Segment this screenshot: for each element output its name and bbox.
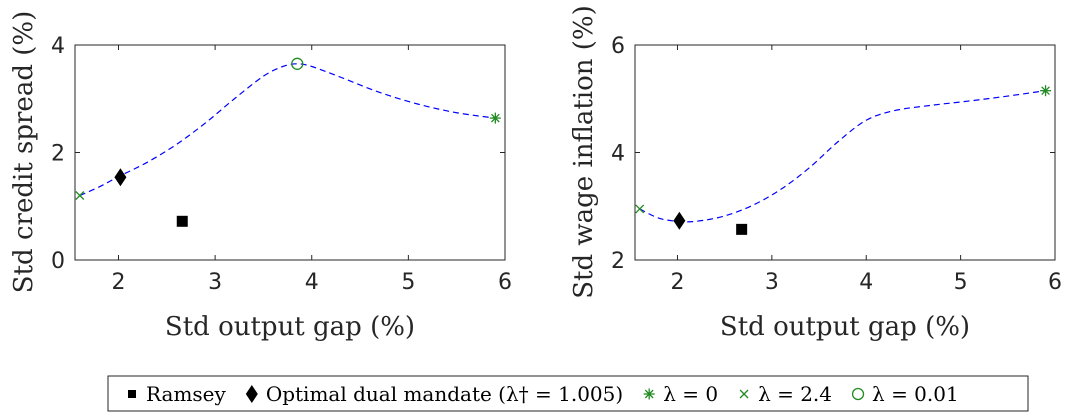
x-tick-label: 5	[954, 270, 968, 295]
legend-box	[107, 375, 1029, 412]
legend-label: Optimal dual mandate (λ† = 1.005)	[266, 382, 623, 406]
x-tick-label: 4	[305, 270, 319, 295]
x-legend-marker	[739, 389, 749, 399]
legend-item: Ramsey	[128, 382, 227, 406]
frontier-line	[79, 63, 496, 197]
legend-label: λ = 0	[663, 382, 718, 406]
y-axis-ticks: 0 2 4	[51, 34, 505, 274]
x-tick-label: 4	[859, 270, 873, 295]
plot-area-frame	[74, 44, 506, 261]
x-tick-label: 5	[401, 270, 415, 295]
plot-area-frame	[634, 44, 1056, 261]
asterisk-marker	[489, 112, 501, 124]
x-tick-label: 3	[765, 270, 779, 295]
y-tick-label: 2	[51, 142, 65, 167]
diamond-legend-marker	[245, 385, 258, 403]
y-axis-label: Std credit spread (%)	[9, 11, 39, 293]
credit-spread-panel: 2 3 4 5 6 0 2 4 Std output gap (%) Std credit …	[9, 11, 512, 342]
x-axis-label: Std output gap (%)	[165, 312, 415, 342]
circle-legend-marker	[851, 387, 865, 401]
y-tick-label: 4	[51, 34, 65, 59]
y-axis-ticks: 2 4 6	[611, 34, 1055, 274]
x-marker	[635, 204, 645, 214]
asterisk-legend-marker	[643, 388, 655, 400]
frontier-line-path	[79, 63, 496, 197]
y-tick-label: 4	[611, 142, 625, 167]
y-tick-label: 6	[611, 34, 625, 59]
legend-item: Optimal dual mandate (λ† = 1.005)	[245, 382, 623, 406]
data-markers	[75, 57, 501, 227]
x-marker	[75, 191, 85, 200]
diamond-marker	[673, 211, 686, 230]
x-axis-ticks: 2 3 4 5 6	[111, 45, 512, 295]
x-axis-ticks: 2 3 4 5 6	[670, 45, 1062, 295]
y-axis-label: Std wage inflation (%)	[569, 5, 599, 299]
square-marker	[176, 215, 188, 227]
wage-inflation-panel: 2 3 4 5 6 2 4 6 Std output gap (%) Std wage in…	[569, 5, 1062, 342]
y-tick-label: 0	[51, 249, 65, 274]
x-tick-label: 2	[111, 270, 125, 295]
legend-item: λ = 0	[643, 382, 718, 406]
asterisk-marker	[1040, 85, 1052, 97]
x-tick-label: 2	[670, 270, 684, 295]
x-tick-label: 6	[1048, 270, 1062, 295]
frontier-line	[639, 90, 1046, 223]
circle-marker	[291, 57, 304, 70]
diamond-marker	[114, 168, 127, 187]
legend-label: Ramsey	[146, 382, 227, 406]
x-tick-label: 6	[498, 270, 512, 295]
y-tick-label: 2	[611, 249, 625, 274]
legend: Ramsey Optimal dual mandate (λ† = 1.005) λ…	[107, 375, 1029, 412]
legend-label: λ = 0.01	[872, 382, 959, 406]
x-axis-label: Std output gap (%)	[720, 312, 970, 342]
legend-item: λ = 0.01	[851, 382, 959, 406]
x-tick-label: 3	[208, 270, 222, 295]
frontier-line-path	[639, 90, 1046, 223]
legend-label: λ = 2.4	[758, 382, 832, 406]
square-marker	[736, 223, 748, 235]
data-markers	[635, 85, 1052, 235]
square-legend-marker	[128, 390, 136, 398]
legend-item: λ = 2.4	[739, 382, 832, 406]
